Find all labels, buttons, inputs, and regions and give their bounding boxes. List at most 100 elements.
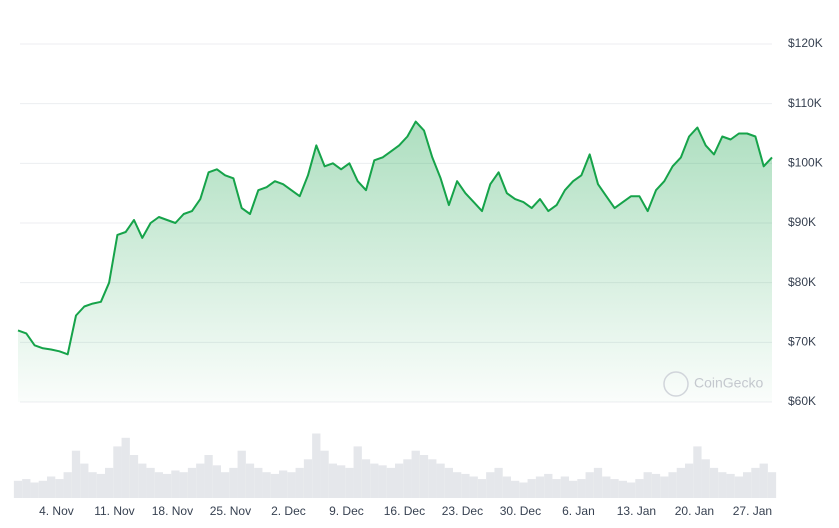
- volume-bar: [701, 459, 710, 498]
- volume-bar: [328, 463, 337, 498]
- x-tick-label: 4. Nov: [39, 504, 74, 518]
- volume-bar: [361, 459, 371, 498]
- volume-bar: [121, 437, 130, 498]
- volume-bar: [535, 476, 545, 498]
- volume-bar: [270, 473, 279, 498]
- x-tick-label: 11. Nov: [94, 504, 134, 518]
- y-tick-label: $70K: [788, 335, 816, 349]
- volume-bar: [411, 450, 420, 498]
- volume-bar: [419, 455, 429, 498]
- x-tick-label: 27. Jan: [733, 504, 772, 518]
- volume-bar: [63, 472, 72, 498]
- volume-bar: [129, 455, 139, 498]
- volume-bar: [635, 479, 644, 498]
- volume-bar: [187, 467, 197, 498]
- volume-bar: [71, 450, 81, 498]
- volume-bar: [660, 476, 669, 498]
- volume-bar: [113, 446, 122, 498]
- volume-bar: [287, 472, 296, 498]
- x-tick-label: 23. Dec: [442, 504, 483, 518]
- volume-bar: [519, 482, 528, 498]
- volume-bar: [154, 472, 163, 498]
- x-tick-label: 2. Dec: [271, 504, 306, 518]
- x-tick-label: 9. Dec: [329, 504, 364, 518]
- volume-bar: [494, 467, 503, 498]
- volume-bar: [204, 455, 213, 498]
- volume-bar: [511, 480, 520, 498]
- volume-bar: [643, 472, 652, 498]
- x-tick-label: 6. Jan: [562, 504, 595, 518]
- x-tick-label: 20. Jan: [675, 504, 714, 518]
- volume-bar: [552, 479, 561, 498]
- y-tick-label: $120K: [788, 36, 823, 50]
- x-tick-label: 16. Dec: [384, 504, 425, 518]
- volume-bar: [196, 463, 205, 498]
- volume-bar: [146, 467, 155, 498]
- watermark: CoinGecko: [663, 371, 763, 397]
- volume-bar: [395, 463, 404, 498]
- volume-bar: [254, 467, 263, 498]
- volume-bar: [88, 472, 97, 498]
- volume-bar: [13, 480, 23, 498]
- volume-bar: [602, 476, 611, 498]
- volume-bar: [685, 463, 694, 498]
- volume-bar: [428, 459, 437, 498]
- volume-bar: [502, 476, 511, 498]
- volume-bar: [577, 479, 586, 498]
- volume-bar: [436, 463, 445, 498]
- price-line: [17, 120, 773, 356]
- volume-bar: [651, 473, 661, 498]
- x-tick-label: 18. Nov: [152, 504, 193, 518]
- volume-bar: [676, 467, 685, 498]
- volume-bar: [295, 467, 304, 498]
- volume-bar: [444, 467, 453, 498]
- x-tick-label: 13. Jan: [617, 504, 656, 518]
- volume-bar: [30, 482, 39, 498]
- volume-bar: [22, 479, 31, 498]
- volume-bar: [693, 446, 702, 498]
- volume-bar: [386, 467, 395, 498]
- volume-bar: [55, 479, 64, 498]
- volume-bar: [718, 472, 727, 498]
- y-tick-label: $110K: [788, 96, 822, 110]
- y-tick-label: $60K: [788, 394, 816, 408]
- volume-bar: [759, 463, 768, 498]
- volume-bar: [229, 467, 238, 498]
- volume-bar: [303, 459, 313, 498]
- y-tick-label: $80K: [788, 275, 816, 289]
- volume-bar: [709, 467, 719, 498]
- volume-bar: [353, 446, 362, 498]
- volume-bar: [47, 476, 56, 498]
- y-tick-label: $100K: [788, 156, 823, 170]
- volume-bar: [560, 476, 569, 498]
- volume-bar: [179, 472, 188, 498]
- volume-bar: [80, 463, 89, 498]
- volume-bar: [477, 479, 487, 498]
- volume-bar: [618, 480, 627, 498]
- volume-bar: [138, 463, 147, 498]
- volume-bar: [751, 467, 760, 498]
- volume-bar: [221, 472, 230, 498]
- volume-bar: [453, 472, 462, 498]
- volume-bar: [668, 472, 677, 498]
- volume-bar: [370, 463, 379, 498]
- volume-bar: [767, 472, 777, 498]
- volume-bar: [237, 450, 246, 498]
- volume-bar: [38, 480, 47, 498]
- volume-bar: [312, 433, 321, 498]
- volume-bar: [378, 465, 387, 498]
- watermark-text: CoinGecko: [694, 375, 763, 391]
- x-tick-label: 30. Dec: [500, 504, 541, 518]
- volume-bar: [585, 472, 594, 498]
- volume-bar: [469, 476, 478, 498]
- volume-bar: [320, 450, 329, 498]
- volume-bar: [527, 479, 536, 498]
- volume-bar: [569, 480, 578, 498]
- volume-layer: [13, 433, 777, 498]
- volume-bar: [105, 467, 114, 498]
- volume-bar: [610, 479, 619, 498]
- volume-bar: [734, 476, 743, 498]
- volume-bar: [171, 470, 180, 498]
- volume-bar: [486, 472, 495, 498]
